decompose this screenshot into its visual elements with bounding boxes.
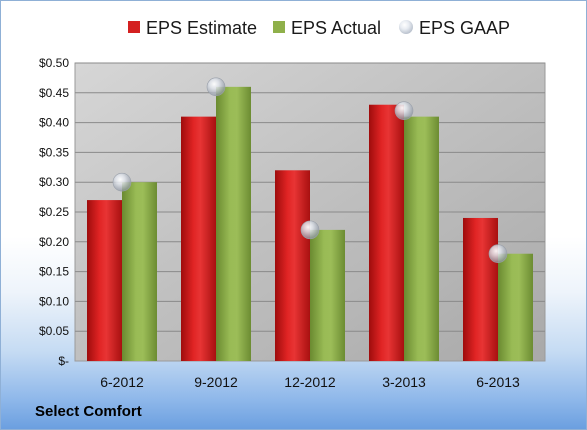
bar-eps-estimate [463, 217, 498, 361]
bar-eps-estimate [275, 170, 310, 361]
legend-estimate-label: EPS Estimate [146, 18, 258, 38]
y-tick-label: $- [58, 354, 69, 368]
y-tick-label: $0.10 [39, 294, 69, 308]
marker-eps-gaap [206, 77, 226, 97]
marker-eps-gaap [112, 172, 132, 192]
x-tick-label: 6-2013 [476, 374, 520, 390]
x-tick-label: 3-2013 [382, 374, 426, 390]
x-tick-label: 12-2012 [284, 374, 336, 390]
legend-actual-swatch [273, 21, 285, 33]
y-tick-label: $0.15 [39, 265, 69, 279]
x-tick-label: 6-2012 [100, 374, 144, 390]
y-tick-label: $0.45 [39, 86, 69, 100]
legend-gaap-label: EPS GAAP [419, 18, 511, 38]
company-name: Select Comfort [35, 403, 142, 420]
legend-actual-label: EPS Actual [291, 18, 382, 38]
bar-eps-estimate [369, 104, 404, 361]
marker-eps-gaap [394, 101, 414, 120]
y-tick-label: $0.25 [39, 205, 69, 219]
gaap-markers [112, 77, 508, 264]
y-tick-label: $0.35 [39, 145, 69, 159]
legend-estimate: EPS Estimate [128, 18, 257, 39]
x-axis-ticks: 6-2012 9-2012 12-2012 3-2013 6-2013 [100, 374, 520, 390]
marker-eps-gaap [488, 244, 508, 264]
legend-gaap-marker [399, 20, 413, 34]
bar-eps-actual [498, 253, 533, 361]
y-tick-label: $0.50 [39, 56, 69, 70]
bar-eps-actual [216, 86, 251, 361]
bar-eps-estimate [87, 200, 122, 361]
legend-estimate-swatch [128, 21, 140, 33]
marker-eps-gaap [300, 220, 320, 240]
legend-actual: EPS Actual [273, 18, 381, 39]
y-axis-ticks: $- $0.05 $0.10 $0.15 $0.20 $0.25 $0.30 $0.35 $0.… [39, 56, 69, 368]
bar-eps-actual [404, 116, 439, 361]
y-tick-label: $0.05 [39, 324, 69, 338]
bars [87, 86, 533, 361]
bar-eps-actual [122, 182, 157, 361]
y-tick-label: $0.40 [39, 116, 69, 130]
y-tick-label: $0.30 [39, 175, 69, 189]
x-tick-label: 9-2012 [194, 374, 238, 390]
bar-eps-estimate [181, 116, 216, 361]
bar-eps-actual [310, 229, 345, 361]
y-tick-label: $0.20 [39, 235, 69, 249]
legend-gaap: EPS GAAP [399, 18, 510, 39]
